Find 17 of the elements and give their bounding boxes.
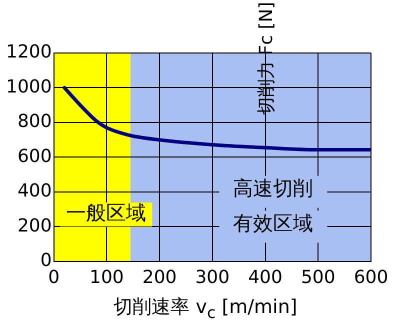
x-tick-label: 400 <box>248 266 282 288</box>
y-tick-label: 0 <box>40 250 52 272</box>
x-tick-label: 500 <box>300 266 336 288</box>
y-tick-label: 800 <box>17 111 52 132</box>
x-tick-label: 200 <box>142 266 177 288</box>
y-tick-label: 1000 <box>6 76 52 98</box>
annotation: 高速切削 <box>233 176 314 200</box>
x-tick-label: 600 <box>354 266 388 288</box>
annotation: 有效区域 <box>233 210 314 235</box>
x-tick-label: 100 <box>89 266 124 288</box>
y-tick-label: 1200 <box>6 42 52 63</box>
y-tick-label: 400 <box>17 180 52 202</box>
x-tick-label: 300 <box>195 266 230 288</box>
y-tick-label: 200 <box>17 215 52 236</box>
x-axis-title: 切削速率 v$_{c}$ [m/min] <box>112 295 298 322</box>
band-label: 一般区域 <box>66 200 146 225</box>
y-tick-label: 600 <box>17 146 52 167</box>
